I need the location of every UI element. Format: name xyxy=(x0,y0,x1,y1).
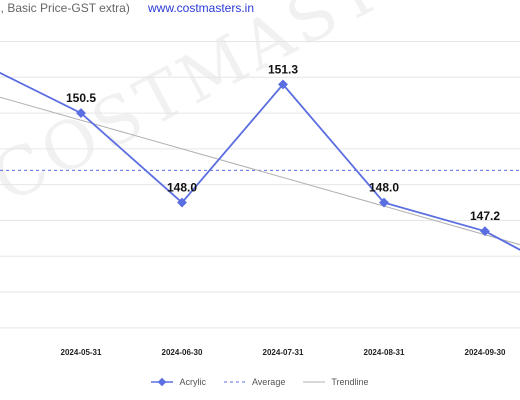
legend-item-average[interactable]: Average xyxy=(223,374,286,390)
data-label: 151.3 xyxy=(268,62,298,76)
data-label: 148.0 xyxy=(167,181,197,195)
data-label: 148.0 xyxy=(369,181,399,195)
chart-subtitle: 7, Basic Price-GST extra) xyxy=(0,1,130,15)
legend-label-average: Average xyxy=(251,377,286,387)
x-tick-label: 2024-05-31 xyxy=(61,348,102,357)
trendline xyxy=(0,96,520,246)
legend: Acrylic Average Trendline xyxy=(0,374,520,390)
trendline-path xyxy=(0,96,520,246)
legend-label-acrylic: Acrylic xyxy=(179,377,206,387)
chart-header: 7, Basic Price-GST extra) www.costmaster… xyxy=(0,0,520,20)
x-tick-label: 2024-07-31 xyxy=(263,348,304,357)
x-tick-label: 2024-08-31 xyxy=(364,348,405,357)
website-link[interactable]: www.costmasters.in xyxy=(148,1,255,15)
x-axis-ticks: 02024-05-312024-06-302024-07-312024-08-3… xyxy=(61,348,506,357)
data-label: 147.2 xyxy=(470,209,500,223)
data-point[interactable] xyxy=(76,108,86,119)
trendline-swatch-icon xyxy=(303,381,326,383)
legend-item-acrylic[interactable]: Acrylic xyxy=(151,374,206,390)
data-label: 150.5 xyxy=(66,91,96,105)
x-tick-label: 2024-09-30 xyxy=(465,348,506,357)
gridlines xyxy=(0,40,520,329)
x-tick-label: 2024-06-30 xyxy=(162,348,203,357)
data-point[interactable] xyxy=(177,197,187,208)
data-point[interactable] xyxy=(480,226,490,237)
legend-item-trendline[interactable]: Trendline xyxy=(303,374,369,390)
legend-label-trendline: Trendline xyxy=(331,377,369,387)
acrylic-swatch-icon xyxy=(151,377,174,387)
data-point[interactable] xyxy=(379,197,389,208)
series-acrylic xyxy=(0,71,520,251)
data-labels: 150.5 148.0 151.3 148.0 147.2 xyxy=(66,62,500,223)
average-swatch-icon xyxy=(223,381,246,383)
